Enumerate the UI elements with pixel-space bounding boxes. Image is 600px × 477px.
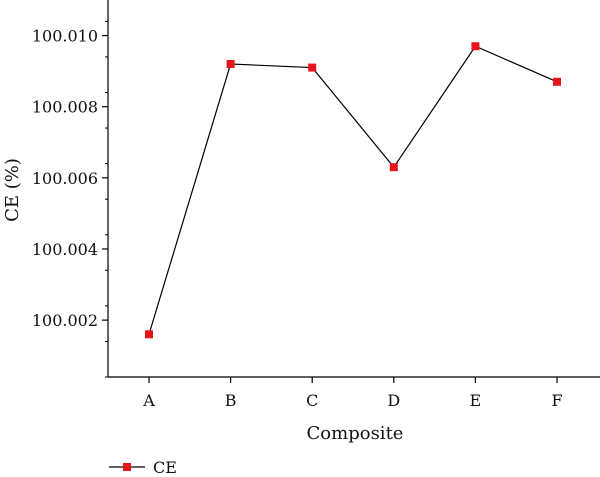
series-line-ce — [148, 45, 558, 335]
axes: 100.002 100.004 100.006 100.008 100.010 A B C D E… — [32, 0, 600, 410]
data-point — [553, 77, 561, 86]
y-tick-label: 100.004 — [32, 240, 98, 259]
y-tick-label: 100.006 — [32, 169, 98, 188]
legend: CE — [109, 458, 177, 477]
data-point — [145, 330, 153, 339]
x-tick-label: C — [306, 391, 318, 410]
y-axis-label: CE (%) — [2, 158, 23, 222]
y-tick-label: 100.010 — [32, 27, 98, 46]
series-layer — [145, 42, 561, 339]
y-tick-label: 100.008 — [32, 98, 98, 117]
x-tick-label: B — [225, 391, 237, 410]
data-point — [471, 42, 480, 51]
x-tick-label: E — [470, 391, 482, 410]
data-point — [226, 60, 235, 69]
legend-label: CE — [153, 458, 177, 477]
y-tick-label: 100.002 — [32, 311, 98, 330]
x-tick-label: F — [551, 391, 562, 410]
x-axis-label: Composite — [307, 423, 404, 444]
data-point — [308, 63, 317, 72]
x-tick-label: D — [387, 391, 400, 410]
legend-marker — [123, 463, 131, 471]
x-tick-label: A — [142, 391, 155, 410]
data-point — [389, 163, 398, 172]
